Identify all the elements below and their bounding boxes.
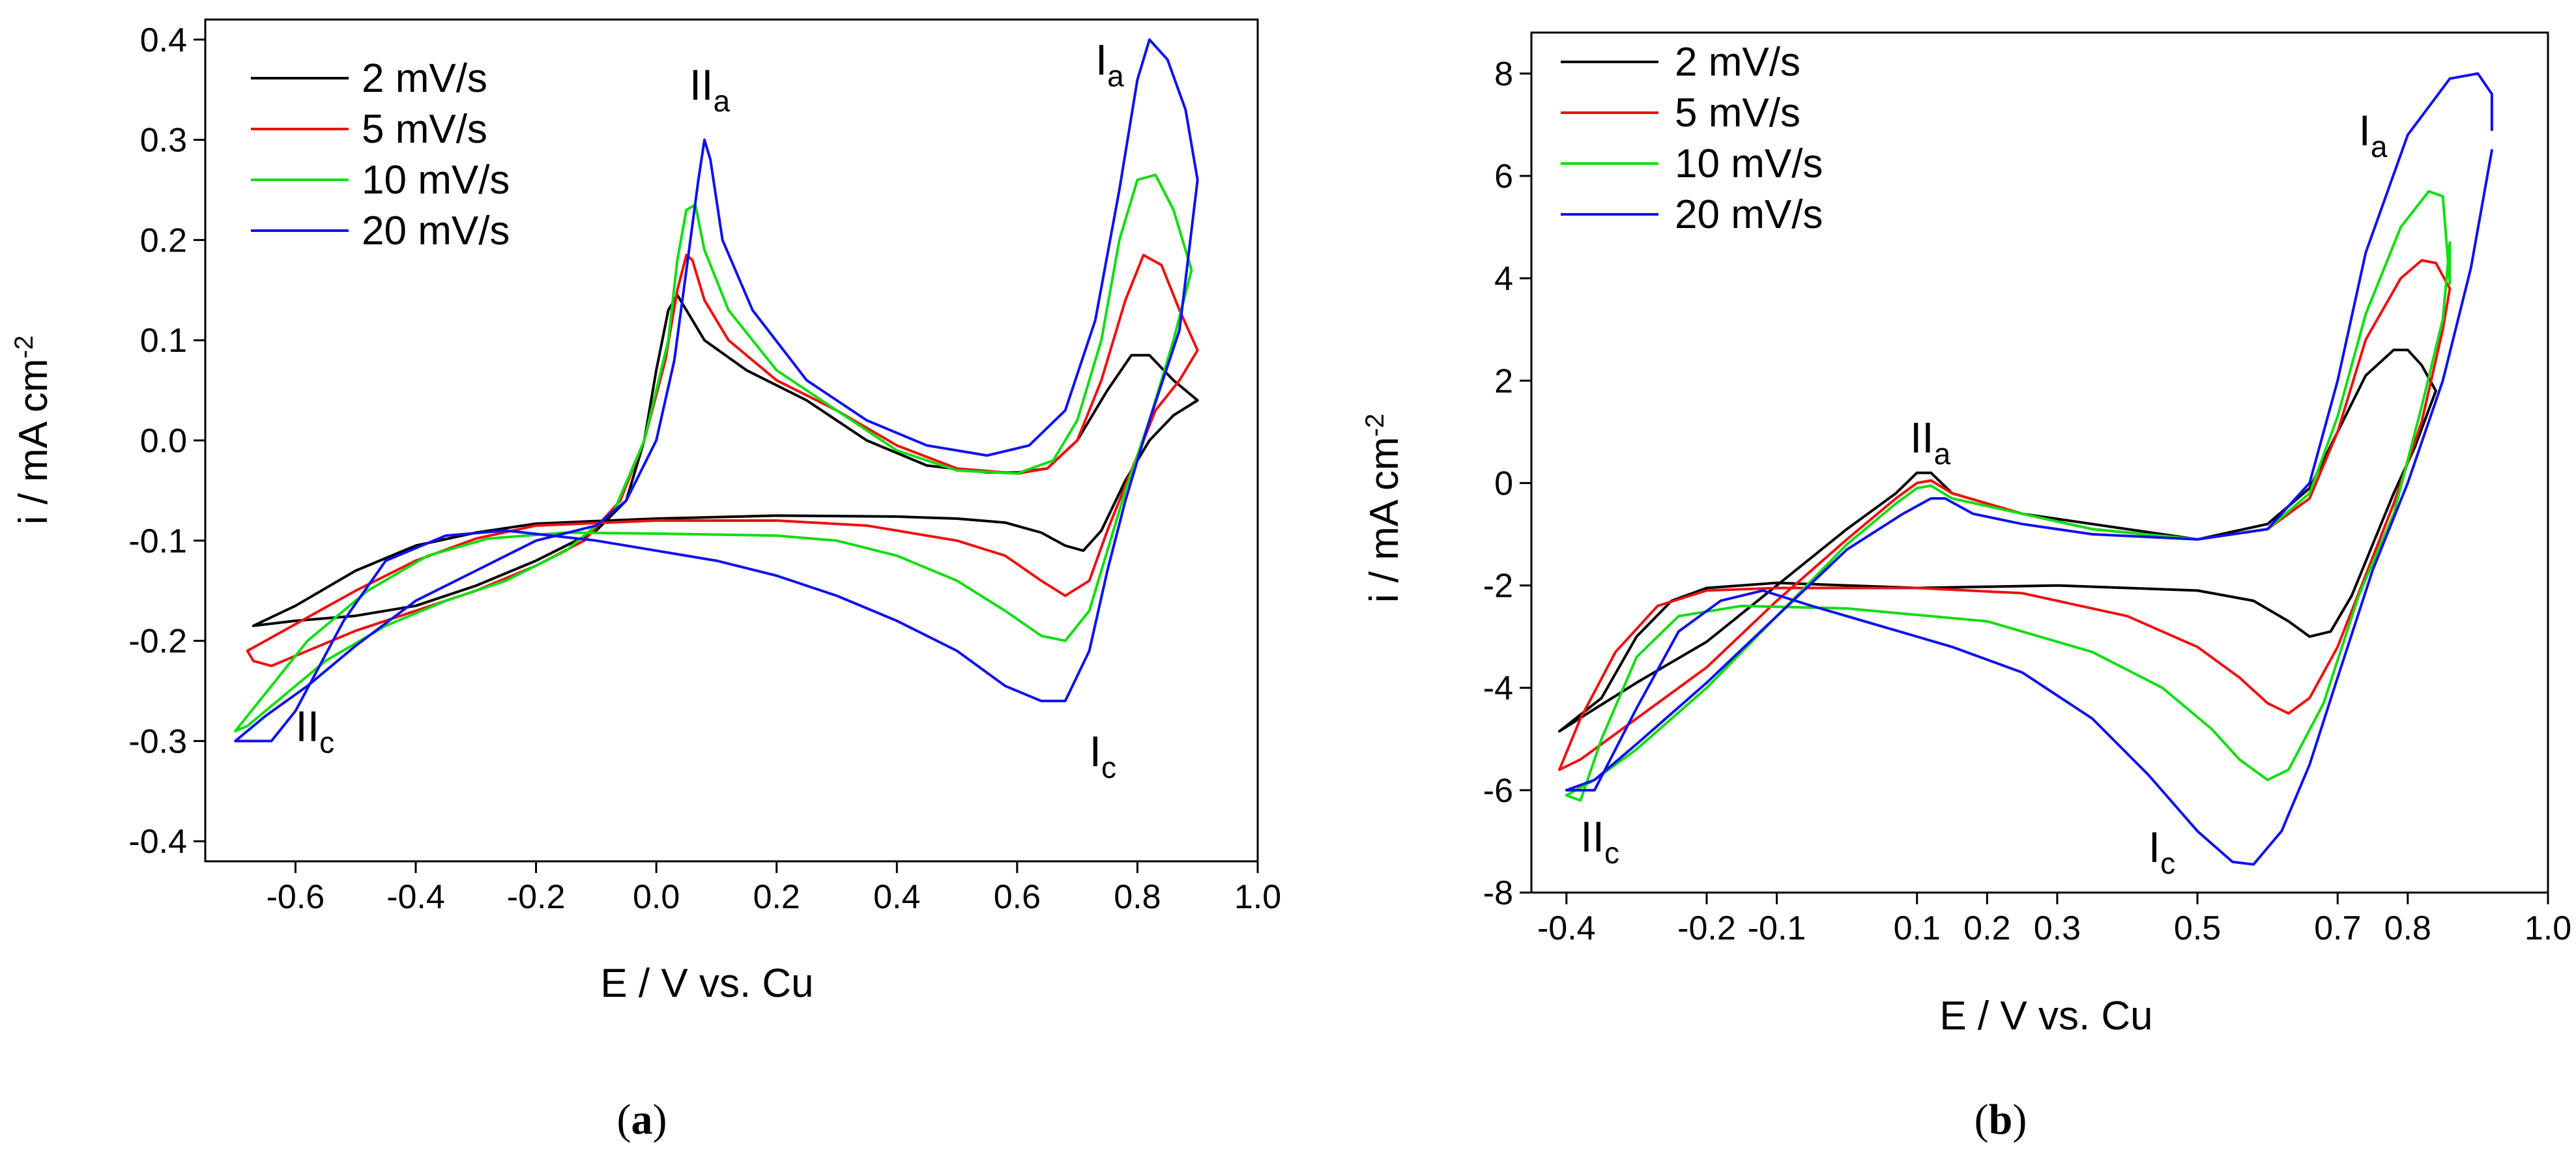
peak-label: Ia — [1095, 36, 1124, 93]
x-tick-label: 0.4 — [873, 878, 920, 916]
legend-label: 20 mV/s — [1675, 192, 1823, 237]
series-line-20-mv-s — [1565, 72, 2493, 866]
y-tick-label: 0.0 — [140, 422, 187, 460]
peak-label: Ic — [2149, 823, 2175, 880]
x-tick-label: 0.2 — [1963, 910, 2010, 947]
y-tick-label: 0.2 — [140, 222, 187, 259]
x-tick-label: 0.3 — [2034, 910, 2081, 947]
x-axis-label: E / V vs. Cu — [600, 961, 813, 1006]
legend-label: 2 mV/s — [1675, 40, 1801, 85]
series-line-20-mv-s — [234, 38, 1199, 743]
plot-frame — [1530, 31, 2549, 894]
y-tick-label: -6 — [1483, 772, 1513, 810]
legend-label: 10 mV/s — [1675, 141, 1823, 186]
y-tick-label: 0.1 — [140, 322, 187, 360]
peak-label: IIa — [689, 61, 731, 118]
peak-label: IIa — [1910, 413, 1951, 470]
peak-label: IIc — [295, 702, 334, 759]
x-tick-label: -0.4 — [1537, 910, 1596, 947]
chart-panel-b: IIa Ia IIc Ic -0.4 -0.2 -0.1 0.1 0.2 0.3 0.5 0.7 0.… — [1361, 31, 2571, 1143]
y-tick-label: 2 — [1494, 362, 1513, 400]
legend-label: 5 mV/s — [1675, 91, 1801, 136]
y-tick-label: -4 — [1483, 670, 1513, 708]
legend-label: 10 mV/s — [362, 158, 510, 203]
x-tick-label: 1.0 — [2525, 910, 2571, 947]
x-tick-label: 0.1 — [1894, 910, 1941, 947]
peak-label: Ia — [2359, 106, 2388, 164]
legend-label: 5 mV/s — [362, 107, 487, 152]
x-tick-label: 0.5 — [2174, 910, 2221, 947]
series-line-10-mv-s — [234, 173, 1193, 732]
x-tick-label: 0.8 — [2384, 910, 2431, 947]
y-tick-label: 0 — [1494, 465, 1513, 502]
panel-label-a: (a) — [617, 1096, 667, 1143]
x-tick-label: 0.8 — [1114, 878, 1161, 916]
chart-panel-a: IIa Ia IIc Ic -0.6 -0.4 -0.2 0.0 0.2 0.4 0.6 0.8 1.… — [10, 18, 1281, 1143]
x-tick-label: -0.4 — [386, 878, 445, 916]
y-tick-label: -0.3 — [128, 723, 187, 760]
y-tick-label: 4 — [1494, 260, 1513, 298]
series-line-5-mv-s — [1558, 259, 2452, 771]
x-axis-label: E / V vs. Cu — [1939, 994, 2152, 1039]
x-tick-label: 0.2 — [753, 878, 800, 916]
y-tick-label: -2 — [1483, 567, 1513, 605]
x-tick-label: 0.0 — [633, 878, 680, 916]
x-tick-label: 0.6 — [994, 878, 1041, 916]
y-tick-label: 8 — [1494, 55, 1513, 93]
x-tick-label: -0.2 — [507, 878, 566, 916]
legend-label: 20 mV/s — [362, 208, 510, 253]
legend-label: 2 mV/s — [362, 56, 487, 101]
x-tick-label: -0.1 — [1748, 910, 1806, 947]
y-tick-label: -0.4 — [128, 823, 187, 861]
x-tick-label: 1.0 — [1234, 878, 1281, 916]
y-tick-label: -0.1 — [128, 523, 187, 560]
y-tick-label: 0.4 — [140, 22, 187, 59]
x-tick-label: 0.7 — [2314, 910, 2361, 947]
y-tick-label: 0.3 — [140, 122, 187, 160]
panel-label-b: (b) — [1975, 1096, 2027, 1143]
y-tick-label: -0.2 — [128, 623, 187, 661]
series-line-2-mv-s — [1558, 349, 2437, 733]
y-axis-label: i / mA cm-2 — [1361, 414, 1407, 603]
y-axis-label: i / mA cm-2 — [10, 336, 56, 524]
y-tick-label: 6 — [1494, 158, 1513, 195]
peak-label: Ic — [1090, 727, 1116, 784]
peak-label: IIc — [1580, 812, 1619, 870]
x-tick-label: -0.6 — [267, 878, 325, 916]
y-tick-label: -8 — [1483, 874, 1513, 912]
x-tick-label: -0.2 — [1677, 910, 1736, 947]
